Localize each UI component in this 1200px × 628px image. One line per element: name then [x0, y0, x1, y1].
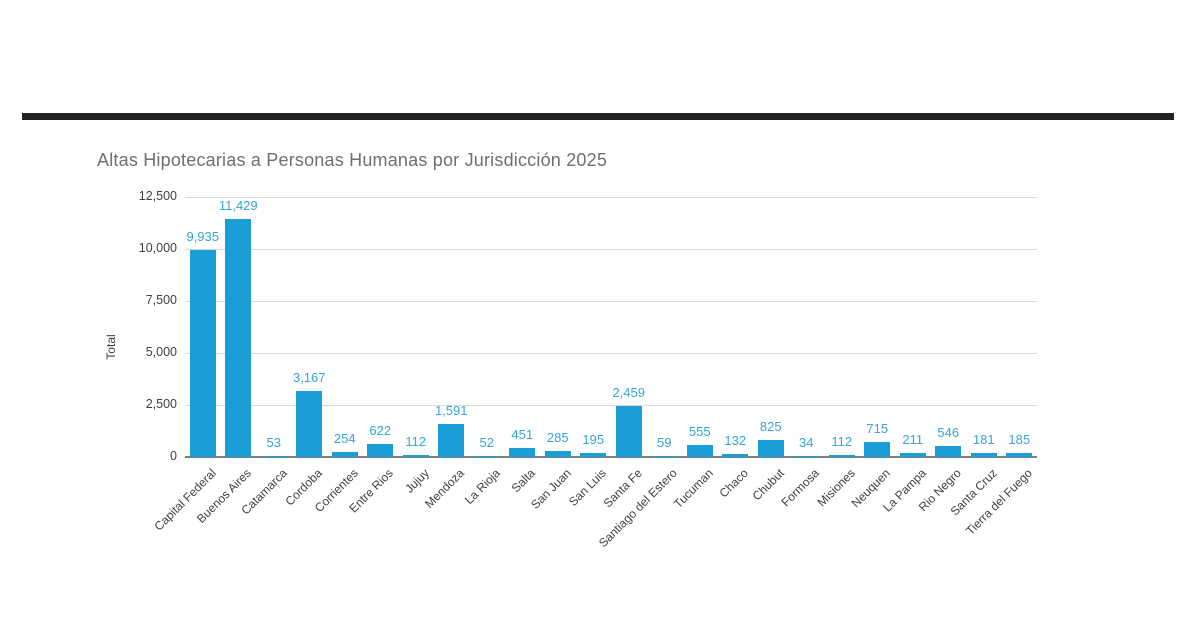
- bar: [331, 452, 358, 457]
- bar-value-label: 185: [1008, 432, 1031, 447]
- bar: [970, 453, 997, 457]
- bar: [722, 454, 749, 457]
- bar-value-label: 34: [799, 435, 814, 450]
- x-axis-line: [185, 456, 1037, 458]
- bar: [1006, 453, 1033, 457]
- bar: [189, 250, 216, 457]
- bar-value-label: 825: [759, 419, 782, 434]
- bar-value-label: 211: [902, 432, 924, 447]
- bar: [402, 455, 429, 457]
- bar-value-label: 2,459: [612, 385, 646, 400]
- bar: [828, 455, 855, 457]
- bar-value-label: 132: [724, 433, 747, 448]
- y-tick-label: 7,500: [145, 293, 177, 307]
- bar: [615, 406, 642, 457]
- bar-value-label: 555: [688, 424, 711, 439]
- bar-value-label: 9,935: [186, 229, 220, 244]
- bar-value-label: 715: [866, 421, 889, 436]
- x-category-label: Capital Federal: [151, 466, 219, 534]
- bar-value-label: 112: [831, 434, 853, 449]
- y-tick-label: 10,000: [138, 241, 177, 255]
- bar-value-label: 53: [266, 435, 281, 450]
- bar-value-label: 59: [657, 435, 672, 450]
- bar: [438, 424, 465, 457]
- gridline: [185, 249, 1037, 250]
- bar-value-label: 254: [333, 431, 356, 446]
- bar: [509, 448, 536, 457]
- y-tick-label: 0: [170, 449, 177, 463]
- y-tick-label: 2,500: [145, 397, 177, 411]
- bar: [757, 440, 784, 457]
- bar-value-label: 285: [546, 430, 569, 445]
- bar: [651, 456, 678, 457]
- gridline: [185, 301, 1037, 302]
- bar-value-label: 1,591: [434, 403, 468, 418]
- chart-title: Altas Hipotecarias a Personas Humanas po…: [97, 150, 608, 170]
- bar: [686, 445, 713, 457]
- bar-value-label: 546: [937, 425, 960, 440]
- top-divider-bar: [22, 113, 1174, 120]
- bar: [580, 453, 607, 457]
- gridline: [185, 353, 1037, 354]
- y-tick-label: 12,500: [138, 189, 177, 203]
- bar-value-label: 451: [511, 427, 534, 442]
- gridline: [185, 197, 1037, 198]
- bar: [260, 456, 287, 457]
- bar-value-label: 195: [582, 432, 605, 447]
- y-tick-label: 5,000: [145, 345, 177, 359]
- bar-value-label: 11,429: [218, 198, 258, 213]
- bar: [793, 456, 820, 457]
- bar: [367, 444, 394, 457]
- bar: [864, 442, 891, 457]
- gridline: [185, 405, 1037, 406]
- bar-value-label: 112: [405, 434, 427, 449]
- bar: [899, 453, 926, 457]
- bar: [473, 456, 500, 457]
- bar: [935, 446, 962, 457]
- bar-value-label: 52: [479, 435, 494, 450]
- bar: [544, 451, 571, 457]
- bar-value-label: 3,167: [292, 370, 326, 385]
- bar-value-label: 181: [972, 432, 995, 447]
- bar-value-label: 622: [369, 423, 392, 438]
- bar: [225, 219, 252, 457]
- bar: [296, 391, 323, 457]
